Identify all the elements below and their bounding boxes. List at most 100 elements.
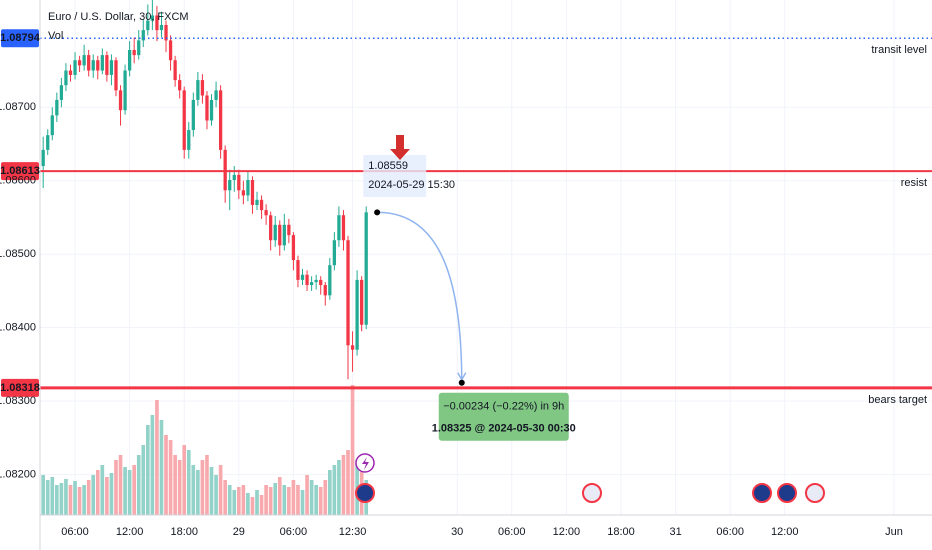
volume-bar [277,477,282,515]
candle-body [223,149,227,191]
volume-bar [118,455,123,515]
volume-bar [45,480,50,515]
volume-bar [55,485,59,515]
candle-body [323,285,327,296]
x-tick-label: 06:00 [61,526,89,538]
event-icons [355,453,825,503]
x-tick-label: 06:00 [498,526,526,538]
candle-body [282,224,286,246]
volume-bar [287,487,291,515]
volume-bar [109,473,114,515]
level-label: resist [901,177,927,189]
candles [41,0,368,380]
candle-body [237,174,241,191]
volume-bar [264,485,268,515]
volume-bar [186,450,191,515]
volume-bar [191,465,196,515]
volume-bar [95,470,100,515]
candle-body [100,55,104,71]
candle-body [123,70,127,111]
volume-bar [100,465,105,515]
x-tick-label: 12:00 [553,526,581,538]
x-tick-label: Jun [885,526,903,538]
x-tick-label: 29 [233,526,245,538]
candle-body [200,80,205,96]
candle-body [178,80,182,91]
volume-bar [68,485,73,515]
tooltip-price: 1.08559 [368,160,408,172]
level-price-label: 1.08613 [0,165,40,177]
candle-body [91,60,95,71]
candle-body [296,260,300,280]
volume-bar [182,445,187,515]
candle-body [73,60,77,75]
volume-label: Vol [48,30,63,42]
volume-bar [223,480,227,515]
volume-bar [350,385,355,515]
volume-bar [300,490,305,515]
candle-body [300,274,305,280]
candle-body [250,179,255,205]
candle-body [82,55,86,66]
volume-bar [282,485,287,515]
candle-body [114,60,118,91]
candle-body [355,279,359,350]
candle-body [259,199,264,211]
level-label: bears target [868,394,927,406]
y-tick-label: 1.08600 [0,175,36,187]
candle-body [159,24,164,31]
level-price-label: 1.08318 [0,382,40,394]
volume-bar [214,475,218,515]
volume-bar [50,477,55,515]
candle-body [328,265,332,296]
projection-target: 1.08325 @ 2024-05-30 00:30 [432,423,576,435]
candle-body [77,60,82,66]
candle-body [87,55,91,71]
candle-body [305,274,309,286]
x-tick-label: 18:00 [170,526,198,538]
volume-bar [273,483,278,515]
event-icon [355,483,375,503]
candle-body [182,90,186,150]
candle-body [41,149,45,167]
volume-bar [64,479,68,515]
levels: 1.08794 transit level 1.08613 resist 1.08318… [0,29,932,406]
level-price-box [1,29,39,48]
candle-body [146,20,150,31]
candle-body [241,190,246,196]
candle-body [332,240,336,266]
volume-bar [218,465,223,515]
level-price-box [1,162,39,181]
volume-bar [168,440,173,515]
candle-body [46,135,50,150]
event-icon [752,483,772,503]
candle-body [228,179,232,191]
candle-body [55,99,59,116]
tooltip-time: 2024-05-29 15:30 [368,179,455,191]
volume-bar [309,480,314,515]
candle-body [187,130,191,150]
volume-bar [196,470,200,515]
volume-bar [155,400,159,515]
candle-body [155,15,159,31]
event-icon [777,483,797,503]
volume-bar [77,487,82,515]
volume-bar [305,475,309,515]
candle-body [50,115,54,136]
candle-body [132,49,136,56]
volume-bar [73,481,77,515]
volume-bar [105,477,109,515]
level-price-label: 1.08794 [0,32,41,44]
candle-body [196,80,200,100]
volume-bar [346,450,350,515]
candle-body [191,99,195,131]
candle-body [291,235,296,261]
candle-body [137,40,141,56]
volume-bar [268,487,273,515]
volume-bar [250,497,255,515]
volume-bar [123,467,127,515]
candle-body [164,24,168,41]
candle-body [246,179,250,196]
